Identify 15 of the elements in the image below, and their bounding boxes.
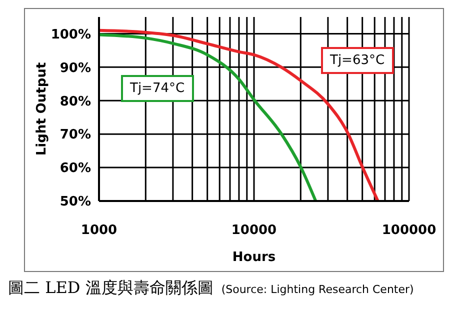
- text: (Source: Lighting Research Center): [221, 283, 414, 296]
- y-tick-label: 70%: [60, 128, 91, 143]
- x-axis-title: Hours: [232, 250, 276, 265]
- text: Tj=63°C: [321, 47, 394, 74]
- x-tick-label: 100000: [382, 223, 436, 238]
- y-tick-label: 50%: [60, 194, 91, 210]
- x-tick-label: 10000: [231, 223, 277, 238]
- x-tick-label: 1000: [80, 223, 118, 238]
- y-tick-label: 90%: [60, 60, 91, 76]
- text: 圖二 LED 溫度與壽命關係圖: [8, 278, 214, 299]
- y-axis-title: Light Output: [34, 62, 50, 156]
- y-tick-label: 60%: [60, 161, 91, 176]
- y-tick-label: 100%: [50, 27, 91, 42]
- y-tick-label: 80%: [60, 94, 91, 110]
- text: Tj=74°C: [121, 75, 194, 102]
